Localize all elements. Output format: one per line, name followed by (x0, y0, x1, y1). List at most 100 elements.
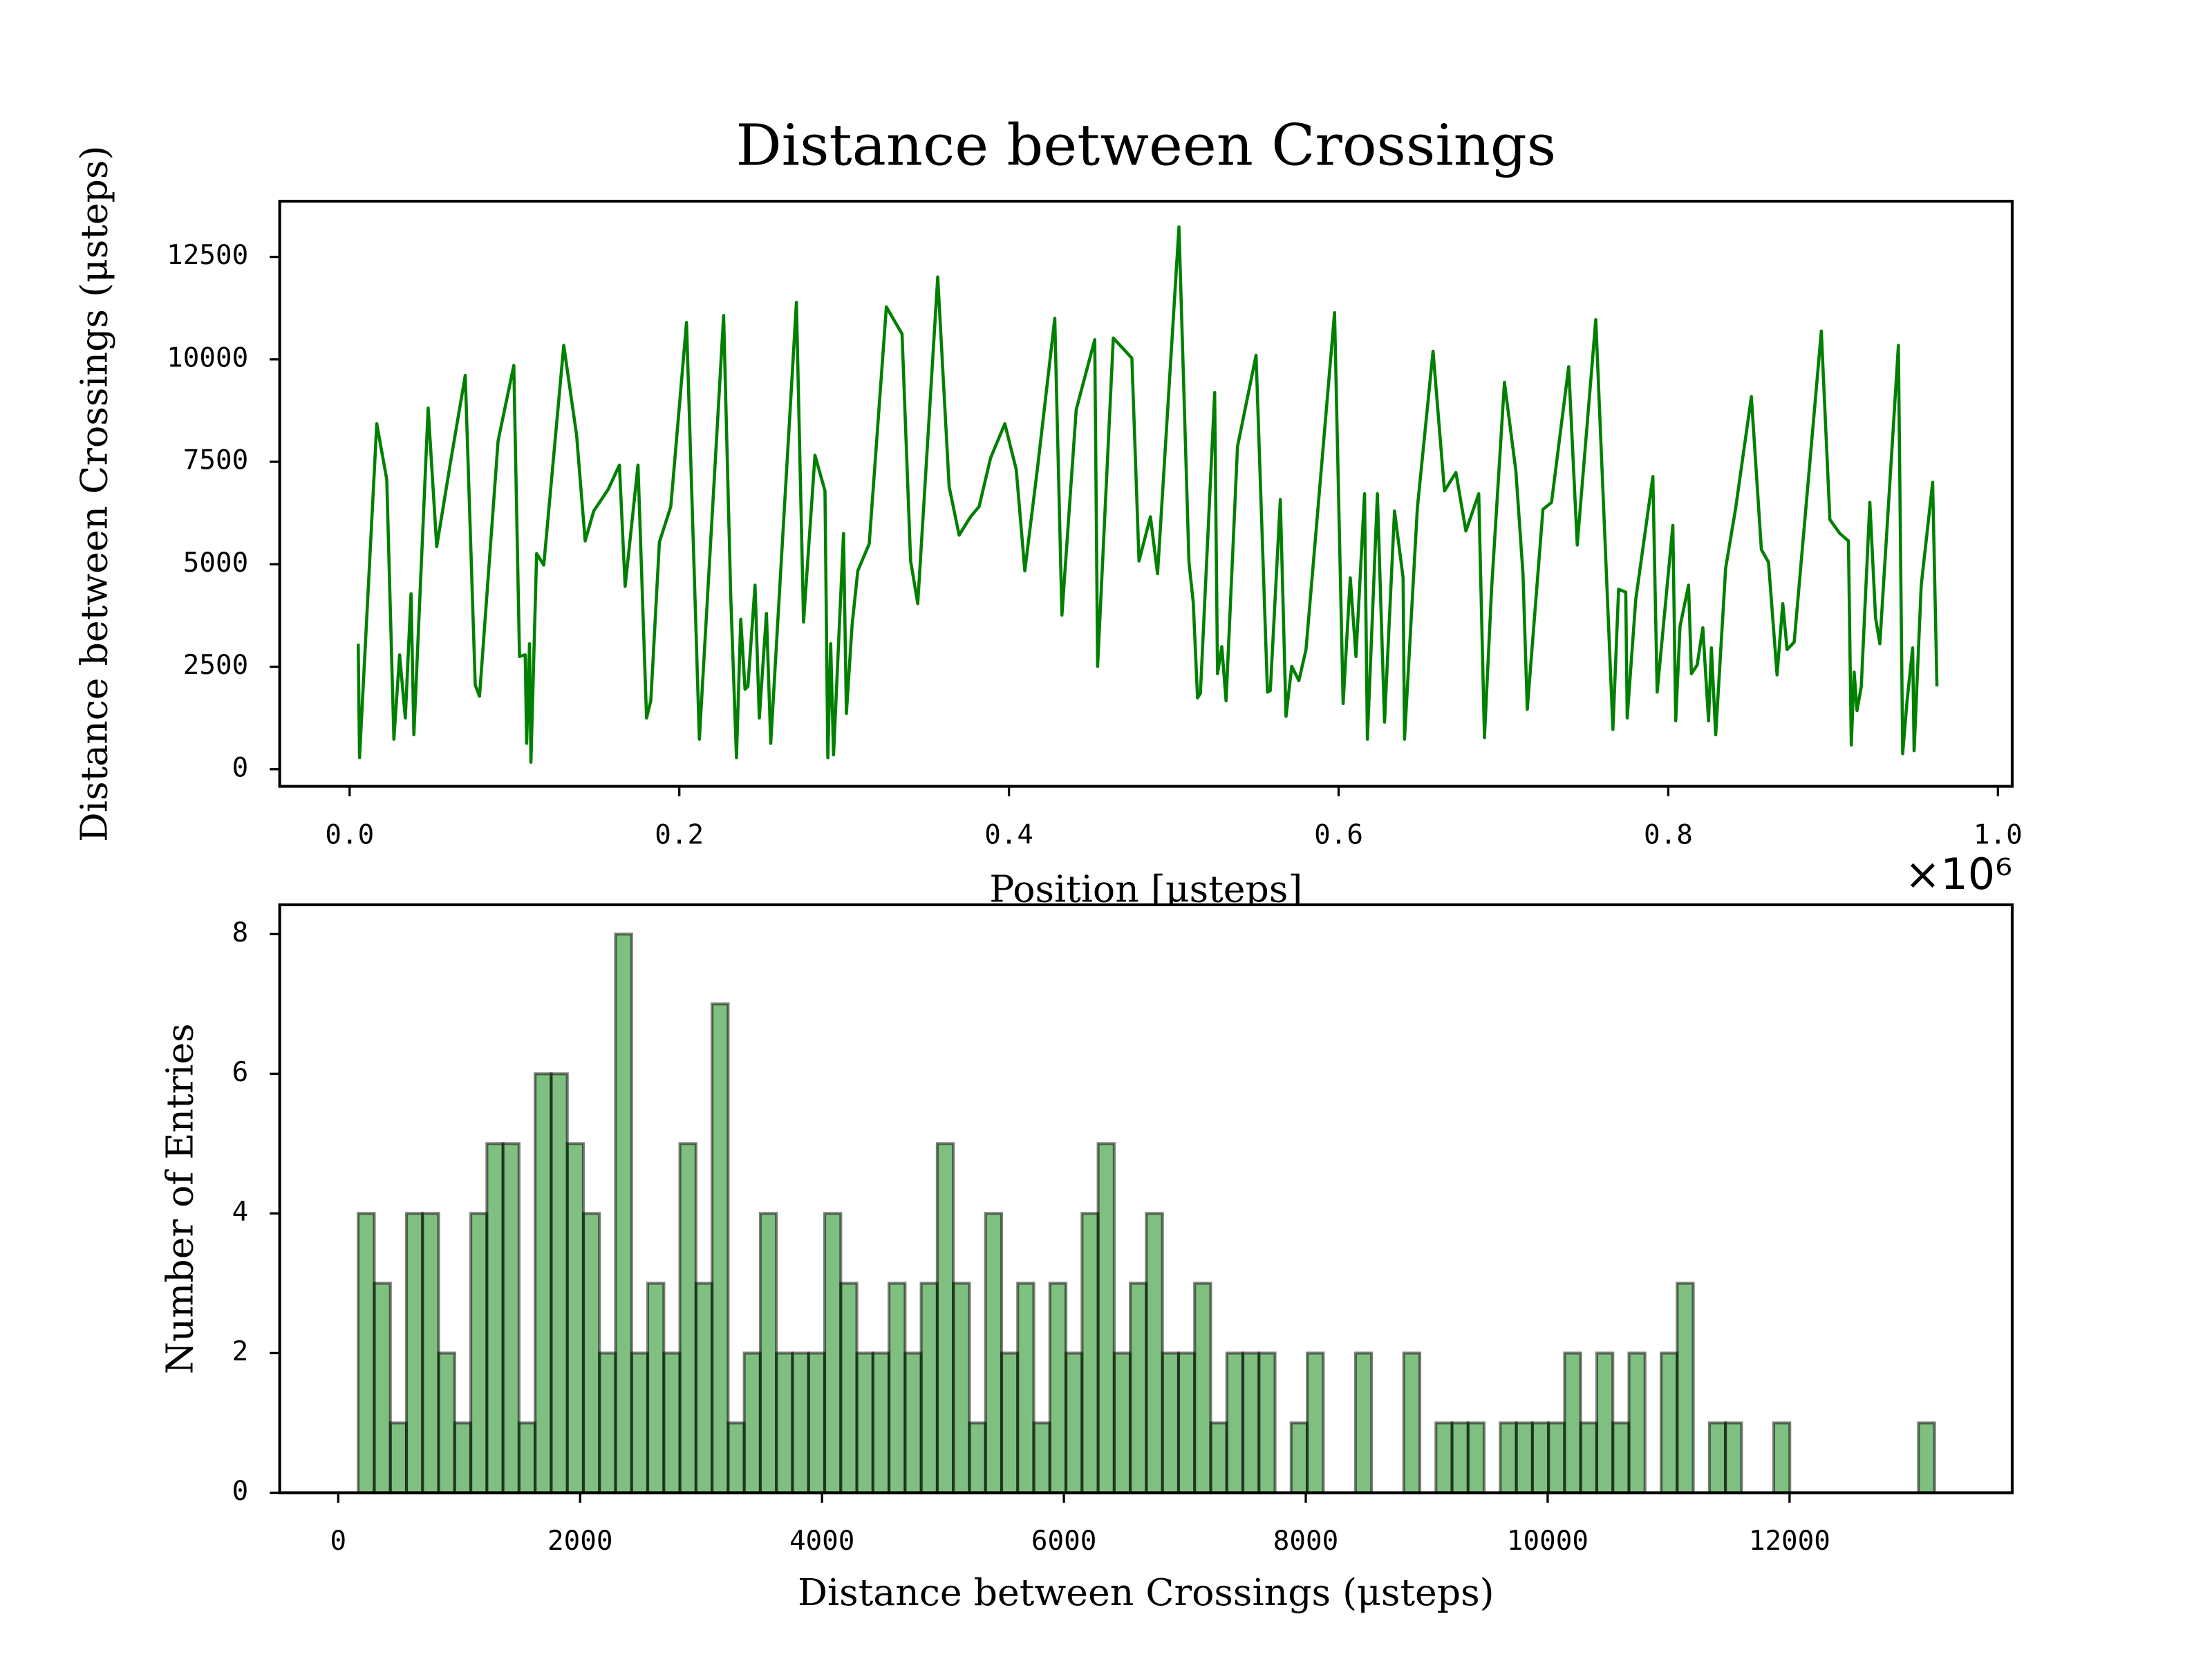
x-axis-label: Distance between Crossings (μsteps) (798, 1571, 1494, 1614)
x-tick-label: 10000 (1507, 1526, 1588, 1557)
hist-bar (437, 1351, 456, 1494)
hist-bar (1547, 1421, 1566, 1494)
y-axis-label: Distance between Crossings (μsteps) (72, 146, 115, 843)
hist-bar (678, 1142, 697, 1494)
hist-bar (1289, 1421, 1309, 1494)
x-tick-label: 6000 (1031, 1526, 1096, 1557)
hist-bar (1225, 1351, 1245, 1494)
y-axis-label: Number of Entries (158, 1023, 201, 1374)
hist-bar (1257, 1351, 1277, 1494)
x-tick-label: 12000 (1749, 1526, 1830, 1557)
y-tick-label: 6 (232, 1057, 249, 1088)
hist-bar (1161, 1351, 1181, 1494)
x-tick-label: 8000 (1273, 1526, 1338, 1557)
hist-bar (1209, 1421, 1228, 1494)
y-tick-label: 10000 (167, 342, 248, 373)
hist-bar (1466, 1421, 1486, 1494)
hist-bar (1000, 1351, 1020, 1494)
hist-bar (534, 1072, 553, 1494)
hist-bar (1193, 1282, 1212, 1494)
hist-bar (1306, 1351, 1325, 1494)
hist-bar (453, 1421, 473, 1494)
hist-bar (694, 1282, 714, 1494)
hist-bar (855, 1351, 874, 1494)
hist-bar (775, 1351, 794, 1494)
x-tick-label: 0.6 (1314, 819, 1363, 850)
chart-title: Distance between Crossings (735, 112, 1556, 178)
hist-bar (758, 1212, 778, 1494)
hist-bar (1032, 1421, 1051, 1494)
hist-bar (742, 1351, 762, 1494)
hist-bar (565, 1142, 585, 1494)
x-tick-label: 4000 (789, 1526, 854, 1557)
hist-bar (1112, 1351, 1132, 1494)
hist-bar (1676, 1282, 1695, 1494)
axes-frame (278, 200, 2014, 788)
x-offset-label: ×10⁶ (1904, 850, 2012, 899)
hist-bar (1096, 1142, 1116, 1494)
hist-bar (1177, 1351, 1197, 1494)
y-tick-label: 4 (232, 1197, 249, 1228)
hist-bar (1563, 1351, 1582, 1494)
x-tick-label: 0.8 (1644, 819, 1693, 850)
hist-bar (1579, 1421, 1599, 1494)
hist-bar (1145, 1212, 1164, 1494)
y-tick-label: 0 (232, 1476, 249, 1507)
x-tick-label: 0 (330, 1526, 347, 1557)
hist-bar (871, 1351, 891, 1494)
hist-bar (1129, 1282, 1148, 1494)
hist-bar (935, 1142, 955, 1494)
hist-bar (1627, 1351, 1647, 1494)
data-line (356, 225, 1939, 764)
hist-bar (807, 1351, 827, 1494)
hist-bar (1515, 1421, 1534, 1494)
x-tick-label: 0.0 (325, 819, 374, 850)
hist-bar (1434, 1421, 1454, 1494)
hist-bar (1772, 1421, 1792, 1494)
hist-bar (823, 1212, 843, 1494)
hist-bar (630, 1351, 650, 1494)
x-tick-label: 1.0 (1974, 819, 2023, 850)
hist-bar (919, 1282, 939, 1494)
y-tick-label: 2 (232, 1336, 249, 1367)
y-tick-label: 7500 (183, 445, 248, 476)
hist-bar (485, 1142, 505, 1494)
hist-bar (1707, 1421, 1727, 1494)
hist-bar (357, 1212, 376, 1494)
x-tick-label: 0.4 (984, 819, 1033, 850)
hist-bar (1065, 1351, 1084, 1494)
hist-bar (598, 1351, 617, 1494)
x-tick-label: 2000 (547, 1526, 612, 1557)
hist-bar (469, 1212, 489, 1494)
hist-bar (1499, 1421, 1518, 1494)
hist-bar (1659, 1351, 1679, 1494)
hist-bar (662, 1351, 682, 1494)
y-tick-label: 5000 (183, 547, 248, 579)
hist-bar (711, 1002, 730, 1494)
hist-bar (952, 1282, 971, 1494)
hist-bar (1917, 1421, 1936, 1494)
hist-bar (646, 1282, 666, 1494)
hist-bar (581, 1212, 601, 1494)
y-tick-label: 0 (232, 752, 249, 783)
hist-bar (550, 1072, 569, 1494)
plot-area (279, 201, 2012, 787)
hist-bar (903, 1351, 923, 1494)
hist-bar (1080, 1212, 1100, 1494)
axes-frame (278, 903, 2014, 1494)
hist-bar (1450, 1421, 1470, 1494)
y-tick-label: 2500 (183, 650, 248, 681)
hist-bar (888, 1282, 907, 1494)
hist-bar (1048, 1282, 1068, 1494)
hist-bar (839, 1282, 859, 1494)
x-tick-label: 0.2 (655, 819, 704, 850)
hist-bar (1016, 1282, 1035, 1494)
hist-bar (1241, 1351, 1261, 1494)
hist-bar (1724, 1421, 1743, 1494)
hist-bar (388, 1421, 409, 1494)
hist-bar (1611, 1421, 1631, 1494)
hist-bar (421, 1212, 440, 1494)
x-axis-label: Position [μsteps] (989, 867, 1302, 910)
hist-bar (373, 1282, 392, 1494)
